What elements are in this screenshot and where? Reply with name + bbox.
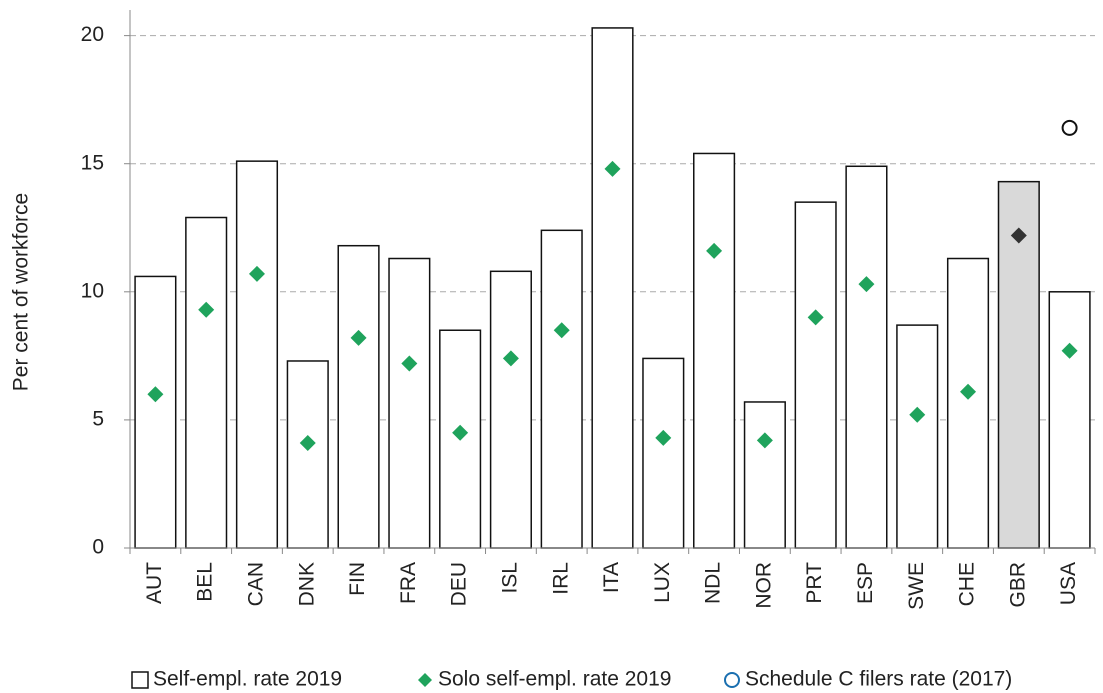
x-tick-label: USA [1057, 562, 1080, 605]
x-tick-label: AUT [143, 562, 166, 604]
y-tick-label: 20 [81, 23, 104, 46]
x-tick-label: FRA [397, 562, 420, 604]
bar [743, 401, 786, 549]
bar [489, 270, 532, 549]
bar [185, 216, 228, 549]
x-tick-label: ITA [600, 562, 623, 593]
x-tick-label: LUX [651, 562, 674, 603]
x-tick-label: SWE [905, 562, 928, 610]
diamond-marker [401, 355, 418, 372]
diamond-marker [198, 301, 215, 318]
x-tick-label: CHE [956, 562, 979, 606]
diamond-marker [604, 160, 621, 177]
legend-swatch [131, 671, 149, 689]
circle-marker [1061, 119, 1078, 136]
diamond-marker [909, 406, 926, 423]
bar [1048, 291, 1091, 549]
x-tick-label: DEU [448, 562, 471, 606]
bar [794, 201, 837, 549]
bar [946, 257, 990, 549]
bar [388, 257, 431, 549]
x-tick-label: IRL [549, 562, 572, 595]
bar [693, 152, 736, 549]
y-tick-label: 15 [81, 151, 104, 174]
diamond-marker [502, 350, 519, 367]
x-tick-label: FIN [346, 562, 369, 596]
y-tick-label: 0 [92, 536, 104, 559]
x-tick-label: PRT [803, 562, 826, 604]
y-axis-label: Per cent of workforce [10, 193, 33, 391]
bar [591, 27, 634, 549]
bar [642, 357, 685, 549]
bar [896, 324, 939, 549]
diamond-marker [452, 424, 469, 441]
x-tick-label: ISL [498, 562, 521, 594]
bar [540, 229, 583, 549]
legend-swatch [418, 673, 432, 687]
legend-label: Self-empl. rate 2019 [153, 668, 342, 691]
y-tick-label: 10 [81, 279, 104, 302]
diamond-marker [756, 432, 773, 449]
diamond-marker [350, 329, 367, 346]
bar [286, 360, 329, 549]
bar [845, 165, 888, 549]
diamond-marker [553, 322, 570, 339]
diamond-marker [1010, 227, 1027, 244]
x-tick-label: GBR [1006, 562, 1029, 608]
bar [134, 275, 177, 549]
diamond-marker [248, 265, 265, 282]
x-tick-label: CAN [245, 562, 268, 606]
diamond-marker [858, 276, 875, 293]
x-tick-label: BEL [194, 562, 217, 602]
diamond-marker [960, 383, 977, 400]
diamond-marker [655, 429, 672, 446]
y-tick-label: 5 [92, 407, 104, 430]
diamond-marker [299, 434, 316, 451]
diamond-marker [147, 386, 164, 403]
legend-label: Solo self-empl. rate 2019 [438, 668, 671, 691]
x-tick-label: NDL [702, 562, 725, 604]
bar [235, 160, 279, 549]
legend-swatch [724, 672, 740, 688]
diamond-marker [706, 242, 723, 259]
legend-label: Schedule C filers rate (2017) [745, 668, 1012, 691]
x-tick-label: DNK [295, 562, 318, 606]
x-tick-label: ESP [854, 562, 877, 604]
diamond-marker [1061, 342, 1078, 359]
x-tick-label: NOR [752, 562, 775, 609]
bar [337, 244, 380, 549]
diamond-marker [807, 309, 824, 326]
